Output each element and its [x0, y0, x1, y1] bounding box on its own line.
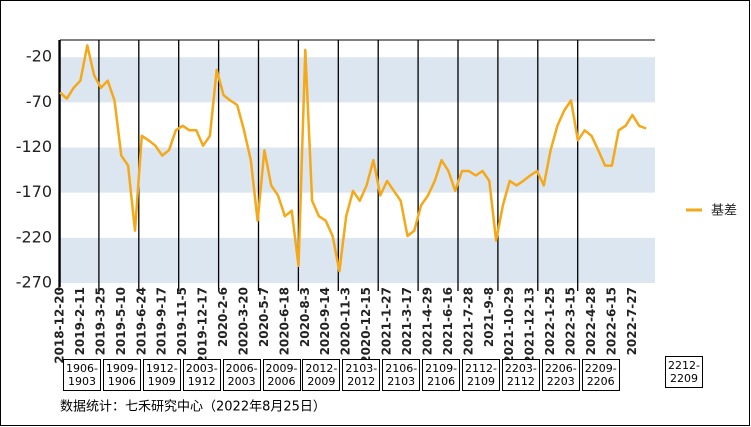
contract-label: 2203-2112 [501, 359, 540, 391]
x-tick-label: 2022-3-15 [564, 287, 578, 355]
x-tick-label: 2021-12-13 [523, 287, 537, 364]
x-tick-label: 2019-5-10 [114, 287, 128, 355]
x-tick-label: 2020-8-3 [298, 287, 312, 347]
x-tick-label: 2019-12-17 [196, 287, 210, 364]
contract-label: 2012-2009 [302, 359, 341, 391]
x-tick-label: 2021-6-16 [441, 287, 455, 355]
x-tick-label: 2020-5-7 [257, 287, 271, 347]
x-tick-label: 2021-9-8 [482, 287, 496, 347]
y-tick-label: -70 [26, 92, 52, 111]
y-tick-label: -120 [16, 137, 52, 156]
x-tick-label: 2019-6-24 [134, 287, 148, 355]
y-tick-label: -220 [16, 227, 52, 246]
grid-band [60, 147, 655, 193]
data-line [59, 44, 647, 273]
x-tick-label: 2019-3-25 [93, 287, 107, 355]
x-tick-label: 2018-12-20 [53, 287, 67, 364]
contract-label: 2212-2209 [665, 356, 703, 388]
contract-label: 2009-2006 [262, 359, 301, 391]
x-tick-label: 2021-7-28 [461, 287, 475, 355]
x-tick-label: 2020-12-15 [359, 287, 373, 364]
y-tick-label: -20 [26, 47, 52, 66]
contract-label: 1906-1903 [63, 359, 101, 391]
contract-label: 2006-2003 [222, 359, 261, 391]
x-tick-label: 2021-3-17 [400, 287, 414, 355]
contract-label: 2112-2109 [462, 359, 500, 391]
grid-band [60, 57, 655, 103]
x-tick-label: 2020-9-14 [318, 287, 332, 355]
x-tick-label: 2019-11-5 [175, 287, 189, 355]
x-tick-label: 2020-2-6 [216, 287, 230, 347]
y-tick-label: -270 [16, 273, 52, 292]
contract-label: 2103-2012 [342, 359, 381, 391]
legend-label: 基差 [711, 204, 737, 219]
x-tick-label: 2020-3-20 [236, 287, 250, 355]
contract-label: 2206-2203 [541, 359, 580, 391]
x-tick-label: 2022-6-15 [604, 287, 618, 355]
x-tick-label: 2019-9-17 [155, 287, 169, 355]
x-tick-label: 2021-1-27 [380, 287, 394, 355]
grid-band [60, 237, 655, 283]
x-tick-label: 2019-2-11 [73, 287, 87, 355]
x-tick-label: 2022-1-25 [543, 287, 557, 355]
x-tick-label: 2020-11-3 [339, 287, 353, 355]
x-tick-label: 2021-10-29 [502, 287, 516, 364]
contract-label: 1909-1906 [102, 359, 141, 391]
contract-label: 2003-1912 [182, 359, 221, 391]
contract-label: 2106-2103 [382, 359, 421, 391]
y-tick-label: -170 [16, 182, 52, 201]
x-tick-label: 2020-6-18 [277, 287, 291, 355]
x-tick-label: 2022-4-28 [584, 287, 598, 355]
contract-label: 2109-2106 [422, 359, 461, 391]
x-tick-label: 2021-4-29 [420, 287, 434, 355]
x-tick-label: 2022-7-27 [625, 287, 639, 355]
contract-label: 2209-2206 [581, 359, 620, 391]
source-note: 数据统计：七禾研究中心（2022年8月25日） [60, 400, 326, 415]
contract-label: 1912-1909 [142, 359, 181, 391]
